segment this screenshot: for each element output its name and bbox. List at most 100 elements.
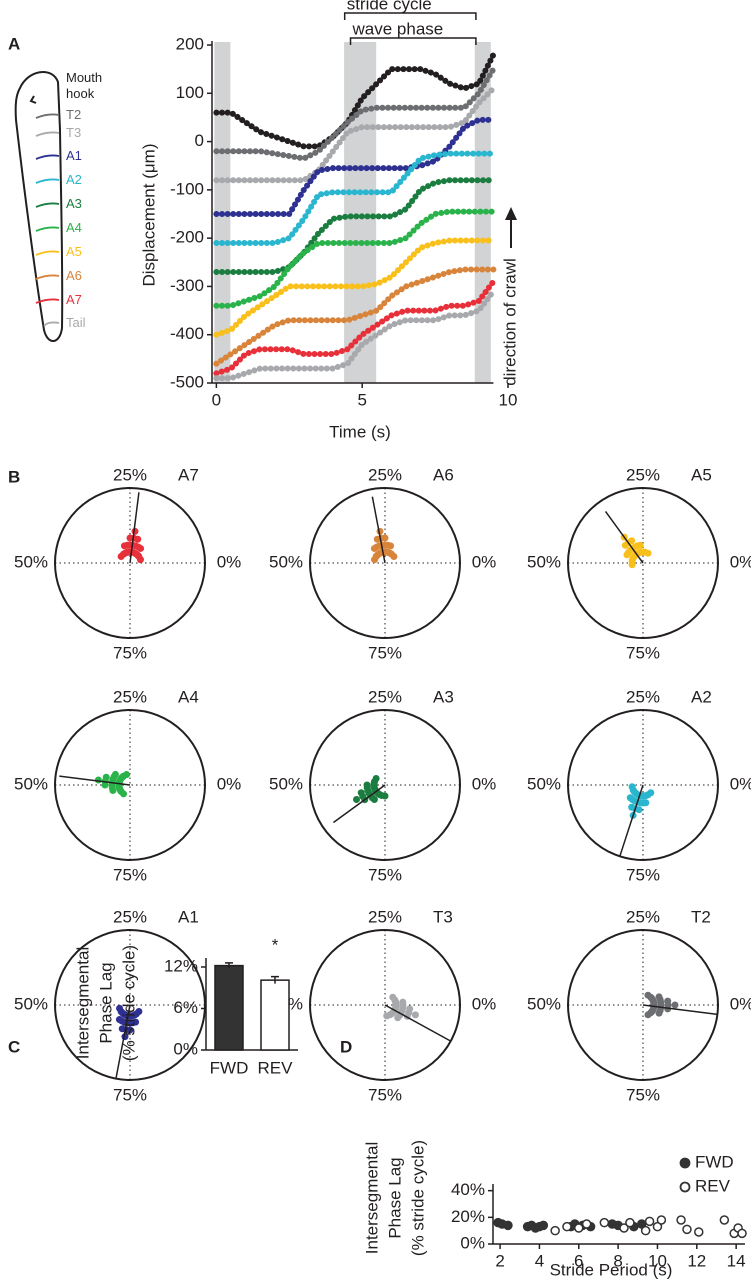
panel-label: C xyxy=(8,1037,20,1056)
phase-dot xyxy=(390,553,398,561)
angle-tick-label: 75% xyxy=(626,643,660,662)
x-tick-label: 2 xyxy=(495,1251,504,1270)
phase-dot xyxy=(664,997,672,1005)
x-tick-label: 4 xyxy=(535,1251,544,1270)
phase-dot xyxy=(383,1012,391,1020)
y-tick-label: -300 xyxy=(170,276,204,295)
panel-label: A xyxy=(8,34,20,53)
segment-label: A3 xyxy=(66,196,82,211)
trace xyxy=(213,150,497,246)
phase-dot xyxy=(373,535,381,543)
angle-tick-label: 75% xyxy=(113,865,147,884)
segment-label: A5 xyxy=(66,244,82,259)
phase-dot xyxy=(635,806,643,814)
segment-tick xyxy=(35,202,60,208)
point xyxy=(550,1225,560,1236)
plot-title: A7 xyxy=(178,465,199,484)
angle-tick-label: 25% xyxy=(368,907,402,926)
y-tick-label: 100 xyxy=(176,83,204,102)
point xyxy=(676,1215,686,1225)
point xyxy=(562,1221,572,1232)
plot-title: A2 xyxy=(691,687,712,706)
phase-dot xyxy=(389,993,397,1001)
plot-title: A4 xyxy=(178,687,199,706)
segment-label: A1 xyxy=(66,148,82,163)
x-axis-label: Time (s) xyxy=(329,422,391,441)
trace xyxy=(213,208,497,309)
phase-dot xyxy=(655,993,663,1001)
angle-tick-label: 0% xyxy=(217,552,242,571)
y-tick-label: -200 xyxy=(170,228,204,247)
angle-tick-label: 75% xyxy=(113,643,147,662)
polar-circle xyxy=(567,929,719,1081)
legend-marker xyxy=(679,1181,691,1193)
point xyxy=(644,1216,655,1227)
y-axis-label: Phase Lag xyxy=(96,962,115,1043)
y-tick-label: 0% xyxy=(173,1039,198,1058)
trace xyxy=(213,85,497,184)
segment-label: T2 xyxy=(66,107,82,122)
mean-vector xyxy=(619,784,644,857)
larva-outline xyxy=(14,71,64,342)
segment-tick xyxy=(35,178,60,184)
segment-label: Mouth hook xyxy=(66,70,103,101)
x-tick-label: 6 xyxy=(574,1251,583,1270)
point xyxy=(652,1221,663,1232)
angle-tick-label: 0% xyxy=(730,552,751,571)
point xyxy=(737,1228,747,1239)
y-axis-label: (% stride cycle) xyxy=(408,1140,427,1256)
segment-tick xyxy=(35,154,60,160)
segment-tick xyxy=(35,274,60,280)
point xyxy=(599,1217,610,1228)
plot-title: A1 xyxy=(178,907,199,926)
phase-dot xyxy=(644,549,652,557)
phase-dot xyxy=(132,1018,140,1026)
y-axis-label: Intersegmental xyxy=(73,947,92,1059)
x-tick-label: 14 xyxy=(727,1251,746,1270)
phase-dot xyxy=(406,1005,414,1013)
polar-circle xyxy=(567,487,719,639)
phase-dot xyxy=(117,553,125,561)
angle-tick-label: 50% xyxy=(269,774,303,793)
mean-vector xyxy=(604,510,644,564)
legend-label: REV xyxy=(695,1176,731,1195)
phase-dot xyxy=(101,781,109,789)
y-tick-label: 12% xyxy=(164,956,198,975)
trace xyxy=(213,266,497,367)
mouth-hook-icon xyxy=(29,95,37,104)
angle-tick-label: 25% xyxy=(113,465,147,484)
angle-tick-label: 25% xyxy=(368,465,402,484)
phase-dot xyxy=(126,1026,134,1034)
polar-circle xyxy=(54,709,206,861)
error-bar xyxy=(271,975,279,984)
point xyxy=(719,1215,730,1225)
angle-tick-label: 75% xyxy=(368,643,402,662)
segment-label: Tail xyxy=(66,315,86,330)
phase-dot xyxy=(647,789,655,797)
mean-vector xyxy=(59,775,131,786)
phase-dot xyxy=(370,544,378,552)
phase-dot xyxy=(411,1011,419,1019)
plot-title: T3 xyxy=(433,907,453,926)
y-tick-label: 0% xyxy=(460,1233,485,1252)
bracket-label: wave phase xyxy=(352,19,444,38)
phase-dot xyxy=(644,991,652,999)
crawl-arrowhead xyxy=(505,207,517,220)
x-tick-label: FWD xyxy=(210,1058,249,1077)
y-tick-label: -400 xyxy=(170,324,204,343)
segment-tick xyxy=(35,250,60,256)
y-tick-label: 200 xyxy=(176,34,204,53)
phase-dot xyxy=(123,771,131,779)
phase-dot xyxy=(644,1011,652,1019)
angle-tick-label: 25% xyxy=(626,907,660,926)
phase-dot xyxy=(671,1001,679,1009)
segment-label: A2 xyxy=(66,172,82,187)
segment-tick xyxy=(35,113,60,119)
angle-tick-label: 0% xyxy=(472,994,497,1013)
point xyxy=(640,1225,651,1236)
phase-dot xyxy=(372,775,380,783)
angle-tick-label: 50% xyxy=(527,774,561,793)
angle-tick-label: 75% xyxy=(368,865,402,884)
phase-dot xyxy=(120,790,128,798)
